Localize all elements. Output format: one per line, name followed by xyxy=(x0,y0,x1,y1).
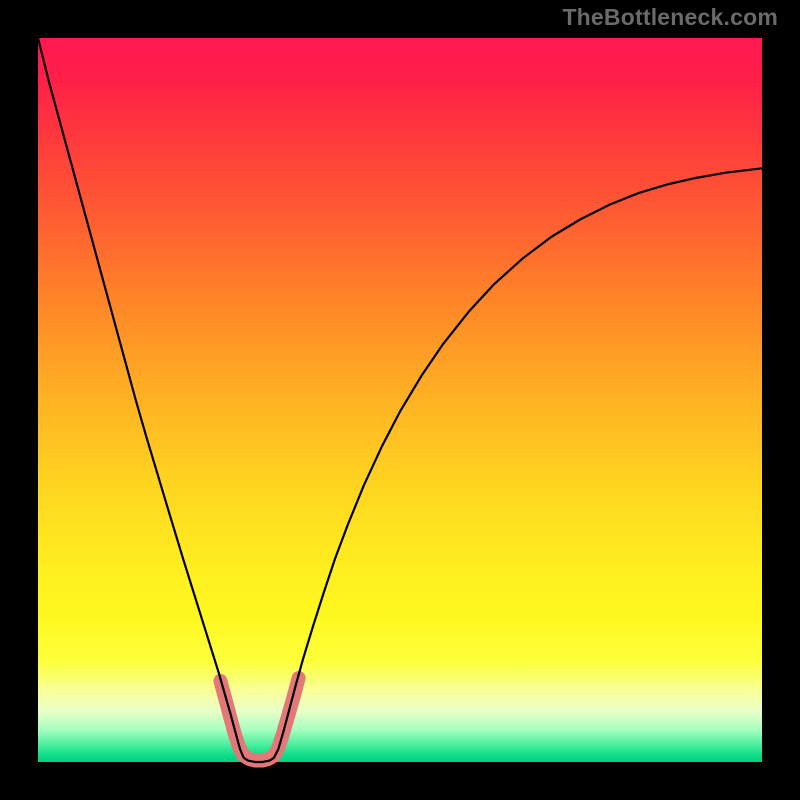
bottleneck-curve xyxy=(38,38,762,762)
curve-layer xyxy=(38,38,762,762)
watermark-text: TheBottleneck.com xyxy=(562,4,778,31)
plot-area xyxy=(38,38,762,762)
chart-frame: TheBottleneck.com xyxy=(0,0,800,800)
